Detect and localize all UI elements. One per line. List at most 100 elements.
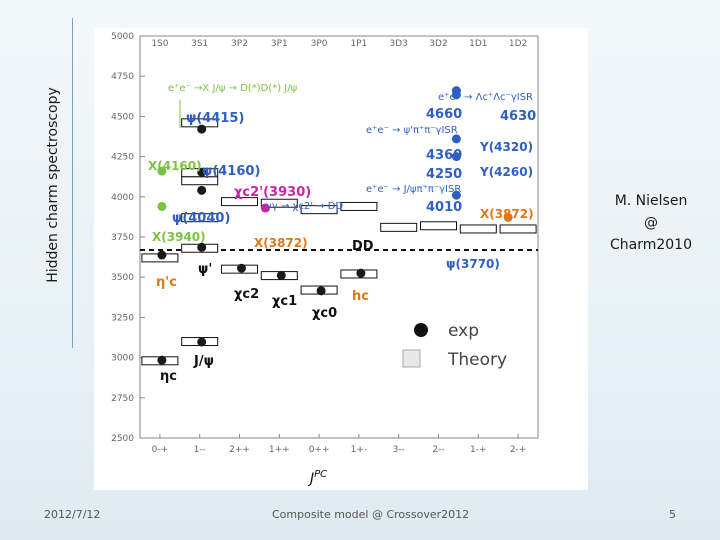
label-chi-c0: χc0: [312, 306, 337, 321]
exp-point: [316, 286, 326, 296]
x-tick-label: 0++: [309, 445, 330, 455]
label-m4010: 4010: [426, 200, 462, 215]
theory-level: [380, 222, 418, 232]
exp-point: [197, 124, 207, 134]
theory-level: [300, 205, 338, 215]
theory-level: [459, 224, 497, 234]
exp-point: [197, 185, 207, 195]
exp-point: [157, 355, 167, 365]
dd-threshold-label: DD: [352, 239, 374, 254]
label-eta-c: ηc: [160, 369, 177, 384]
author-name: M. Nielsen: [614, 193, 688, 209]
top-state-label: 3P1: [271, 39, 288, 49]
x-tick-label: 2--: [432, 445, 444, 455]
xy-state-point: [157, 166, 167, 176]
label-m4360: 4360: [426, 148, 462, 163]
y-tick-label: 4250: [111, 153, 134, 163]
label-m4660: 4660: [426, 107, 462, 122]
label-h-c: hc: [352, 289, 369, 304]
label-x3940: X(3940): [152, 230, 206, 244]
top-state-label: 1P1: [350, 39, 367, 49]
label-chi-c1: χc1: [272, 294, 297, 309]
x-tick-label: 0-+: [152, 445, 169, 455]
y-tick-label: 4500: [111, 112, 134, 122]
footer-date: 2012/7/12: [44, 508, 101, 521]
label-psi4040: ψ(4040): [172, 211, 230, 226]
y-tick-label: 3750: [111, 233, 134, 243]
label-y4320: Y(4320): [479, 140, 533, 154]
theory-level: [221, 197, 258, 207]
author-at: @: [644, 215, 658, 231]
top-state-label: 1D2: [509, 39, 527, 49]
exp-point: [356, 268, 366, 278]
theory-level: [340, 201, 378, 211]
top-state-label: 3P2: [231, 39, 248, 49]
y-tick-label: 2500: [111, 434, 134, 444]
label-m4250: 4250: [426, 167, 462, 182]
theory-level: [181, 213, 219, 223]
exp-point: [197, 167, 207, 177]
x-tick-label: 1+-: [351, 445, 368, 455]
x-tick-label: 1++: [269, 445, 290, 455]
label-ee-jpsi: e⁺e⁻ → J/ψπ⁺π⁻γISR: [366, 184, 461, 195]
top-state-label: 3S1: [191, 39, 208, 49]
x-tick-label: 2++: [229, 445, 250, 455]
xy-state-point: [451, 134, 461, 144]
vertical-title: Hidden charm spectroscopy: [38, 20, 68, 350]
author-conference: Charm2010: [609, 237, 692, 253]
title-divider: [72, 18, 73, 348]
theory-level: [499, 224, 537, 234]
legend-exp-label: exp: [448, 321, 479, 341]
x-tick-label: 2-+: [510, 445, 527, 455]
legend-exp-marker: [414, 323, 428, 337]
label-x4160: X(4160): [148, 159, 202, 173]
footer-title: Composite model @ Crossover2012: [272, 508, 470, 521]
y-tick-label: 2750: [111, 394, 134, 404]
footer-page-number: 5: [669, 508, 676, 521]
y-tick-label: 3250: [111, 313, 134, 323]
label-chi-c2: χc2: [234, 287, 259, 302]
legend-theory-label: Theory: [447, 350, 507, 370]
exp-point: [197, 337, 207, 347]
top-state-label: 3D3: [390, 39, 408, 49]
label-jpsi: J/ψ: [193, 354, 214, 369]
xy-state-point: [260, 203, 270, 213]
label-chi-c2-3930: χc2'(3930): [234, 185, 311, 200]
y-tick-label: 3500: [111, 273, 134, 283]
vertical-title-text: Hidden charm spectroscopy: [45, 87, 61, 283]
xy-state-point: [451, 190, 461, 200]
y-tick-label: 3000: [111, 354, 134, 364]
label-y4260: Y(4260): [479, 165, 533, 179]
exp-point: [157, 250, 167, 260]
exp-point: [276, 270, 286, 280]
xy-state-point: [157, 201, 167, 211]
label-psi3770: ψ(3770): [446, 257, 500, 271]
theory-level: [260, 198, 298, 208]
x-axis-label: JPC: [307, 469, 327, 487]
top-state-label: 1D1: [469, 39, 487, 49]
label-ee-psi2s: e⁺e⁻ → ψ'π⁺π⁻γISR: [366, 125, 458, 136]
label-m4630: 4630: [500, 109, 536, 124]
x-tick-label: 3--: [393, 445, 405, 455]
y-tick-label: 5000: [111, 32, 134, 42]
label-x3872-mid: X(3872): [254, 236, 308, 250]
x-tick-label: 1--: [194, 445, 206, 455]
label-ee-xjpsi: e⁺e⁻ →X J/ψ → D(*)D(*) J/ψ: [168, 83, 298, 94]
exp-point: [197, 242, 207, 252]
label-x3872-right: X(3872): [480, 207, 534, 221]
spectrum-figure: 2500 2750 3000 3250 3500 3750 4000 4250 4500 4750…: [94, 28, 588, 490]
spectrum-chart: 2500 2750 3000 3250 3500 3750 4000 4250 4500 4750…: [111, 32, 539, 487]
author-block: M. Nielsen @ Charm2010: [596, 190, 706, 256]
y-tick-label: 4000: [111, 193, 134, 203]
top-state-label: 3P0: [311, 39, 328, 49]
legend-theory-marker: [402, 349, 421, 368]
top-state-label: 3D2: [429, 39, 447, 49]
xy-state-point: [451, 152, 461, 162]
label-psi4160: ψ(4160): [202, 164, 260, 179]
label-psi-prime: ψ': [198, 262, 212, 277]
exp-point: [237, 263, 246, 273]
xy-state-point: [451, 90, 461, 100]
label-gg-chic2: γγ → χc2' → DD: [266, 201, 343, 212]
top-state-label: 1S0: [151, 39, 168, 49]
label-ee-lambda: e⁺e⁻ → Λc⁺Λc⁻γISR: [438, 92, 533, 103]
